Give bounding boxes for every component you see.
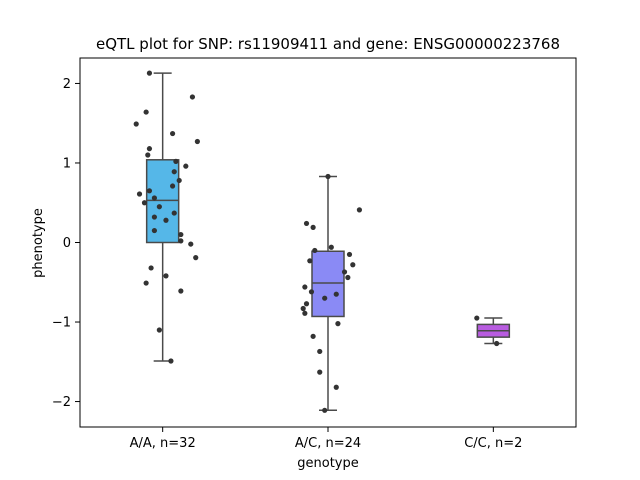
data-point [146, 146, 153, 152]
data-point [494, 340, 500, 347]
data-point [173, 158, 179, 164]
x-tick-label: A/A, n=32 [130, 436, 196, 451]
data-point [178, 238, 184, 244]
data-point [176, 177, 182, 184]
data-point [146, 188, 153, 194]
data-point [156, 204, 162, 210]
y-axis-title: phenotype [31, 208, 46, 278]
y-axis: −2 −1 0 1 2 [52, 77, 80, 410]
data-point [307, 258, 313, 264]
data-point [312, 247, 318, 254]
data-point [143, 109, 149, 115]
iqr-box [311, 250, 345, 318]
data-point [171, 210, 177, 216]
data-point [317, 348, 323, 355]
data-point [194, 138, 200, 145]
data-point [317, 369, 323, 375]
data-point [302, 310, 308, 316]
data-point [303, 301, 310, 307]
data-point [151, 227, 157, 234]
data-point [143, 280, 149, 286]
x-tick-label: A/C, n=24 [295, 436, 361, 451]
data-point [356, 207, 363, 213]
data-point [133, 121, 139, 127]
data-point [193, 255, 199, 261]
data-point [178, 288, 184, 294]
data-point [183, 163, 189, 169]
data-point [156, 327, 162, 333]
plot-frame [79, 57, 577, 428]
data-point [345, 274, 351, 281]
data-point [346, 251, 353, 258]
data-point [189, 94, 196, 100]
data-point [310, 224, 316, 230]
data-point [188, 241, 194, 247]
plot-area [133, 70, 511, 413]
data-point [163, 217, 169, 223]
data-point [322, 295, 328, 301]
data-point [171, 169, 177, 175]
x-axis-title: genotype [297, 456, 358, 471]
chart-title: eQTL plot for SNP: rs11909411 and gene: … [96, 35, 560, 53]
data-point [328, 244, 334, 250]
data-point [302, 284, 308, 290]
data-point [178, 231, 184, 238]
data-point [333, 291, 339, 297]
y-tick-label: 0 [63, 236, 71, 251]
y-tick-label: −2 [52, 395, 71, 410]
y-tick-label: 2 [63, 77, 71, 92]
data-point [303, 220, 310, 227]
data-point [146, 70, 153, 76]
box-group [300, 173, 363, 413]
data-point [325, 173, 331, 180]
data-point [474, 315, 480, 321]
data-point [148, 265, 154, 271]
data-point [151, 214, 157, 220]
x-tick-label: C/C, n=2 [464, 436, 522, 451]
data-point [168, 358, 174, 364]
data-point [300, 305, 306, 312]
data-point [333, 384, 339, 390]
data-point [163, 273, 169, 279]
data-point [308, 289, 315, 295]
data-point [151, 195, 157, 201]
y-tick-label: 1 [63, 156, 71, 171]
x-axis: A/A, n=32 A/C, n=24 C/C, n=2 [130, 427, 522, 451]
data-point [341, 269, 348, 275]
box-group [474, 315, 511, 347]
data-point [310, 333, 316, 339]
data-point [136, 191, 143, 197]
box-group [133, 70, 200, 364]
data-point [145, 152, 151, 158]
data-point [169, 130, 176, 137]
data-point [169, 183, 176, 189]
data-point [141, 200, 148, 206]
data-point [350, 262, 356, 268]
data-point [335, 321, 341, 327]
data-point [322, 407, 328, 413]
y-tick-label: −1 [52, 316, 71, 331]
